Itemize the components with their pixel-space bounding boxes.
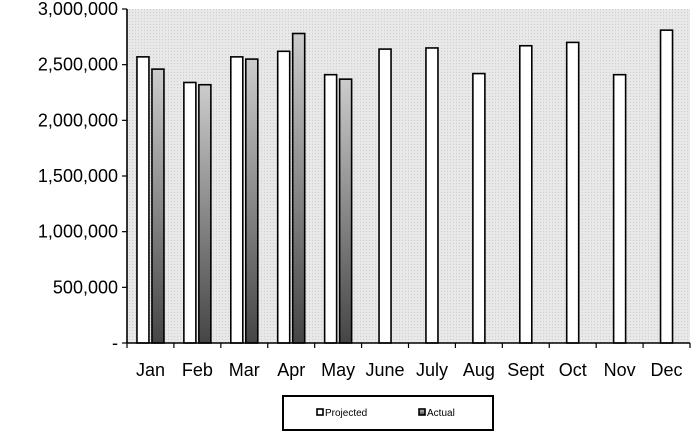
x-tick-label: Jan [136, 360, 165, 380]
x-tick-label: Sept [507, 360, 544, 380]
projected-bar-oct [567, 42, 579, 343]
y-tick-label: 500,000 [53, 277, 118, 297]
actual-bar-apr [293, 33, 305, 343]
y-tick-label: 2,500,000 [38, 55, 118, 75]
y-tick-label: 1,000,000 [38, 222, 118, 242]
x-tick-label: June [366, 360, 405, 380]
x-tick-label: Apr [277, 360, 305, 380]
actual-bar-may [340, 79, 352, 343]
projected-bar-nov [614, 75, 626, 343]
projected-bar-sept [520, 46, 532, 343]
y-tick-label: 1,500,000 [38, 166, 118, 186]
projected-bar-dec [661, 30, 673, 343]
projected-bar-apr [278, 51, 290, 343]
actual-bar-jan [152, 69, 164, 343]
projected-bar-feb [184, 82, 196, 343]
legend-box [283, 396, 493, 430]
x-tick-label: Feb [182, 360, 213, 380]
x-tick-label: Dec [651, 360, 683, 380]
legend-label-actual: Actual [427, 408, 455, 419]
projected-bar-jan [137, 57, 149, 343]
projected-bar-may [325, 75, 337, 343]
x-tick-label: Nov [604, 360, 636, 380]
y-tick-label: - [112, 333, 118, 353]
y-tick-label: 2,000,000 [38, 110, 118, 130]
projected-bar-aug [473, 74, 485, 343]
actual-bar-mar [246, 59, 258, 343]
legend-label-projected: Projected [325, 408, 367, 419]
projected-bar-june [379, 49, 391, 343]
y-tick-label: 3,000,000 [38, 0, 118, 19]
x-tick-label: Aug [463, 360, 495, 380]
projected-bar-mar [231, 57, 243, 343]
projected-bar-july [426, 48, 438, 343]
x-tick-label: May [321, 360, 355, 380]
actual-bar-feb [199, 85, 211, 343]
legend-swatch-projected [317, 409, 323, 415]
legend-swatch-actual [419, 409, 425, 415]
x-tick-label: July [416, 360, 448, 380]
x-tick-label: Mar [229, 360, 260, 380]
x-tick-label: Oct [559, 360, 587, 380]
